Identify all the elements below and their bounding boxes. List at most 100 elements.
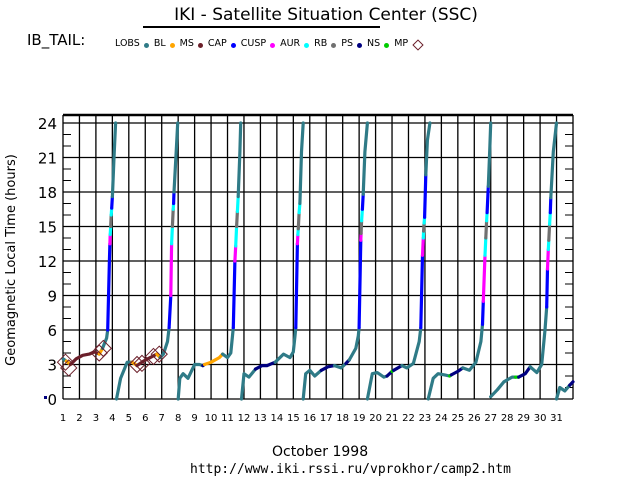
trajectory-segment-rb [359,219,364,235]
x-tick-label: 9 [191,413,197,424]
x-tick-label: 28 [501,413,514,424]
x-tick-label: 27 [484,413,497,424]
legend-label: PS [341,37,354,49]
x-tick-label: 8 [175,413,181,424]
trajectory-segment-lobs [426,372,452,401]
legend-label: RB [314,37,328,49]
trajectory-segment-aur [234,224,239,248]
y-tick-label: 6 [47,322,57,340]
x-tick-label: 25 [451,413,464,424]
trajectory-segment-cap [480,299,485,326]
trajectory-segment-cap [485,184,490,215]
legend: LOBS BL MS CAP CUSP AUR RB PS NS MP [115,37,427,51]
x-tick-label: 15 [287,413,300,424]
trajectory-segment-cap [357,238,363,330]
trajectory-segment-ps [568,380,575,387]
x-tick-label: 24 [435,413,448,424]
legend-dot-icon [384,43,390,48]
trajectory-segment-lobs [110,121,118,199]
trajectory-segment-cusp [545,247,550,271]
trajectory-segment-lobs [347,326,361,362]
x-tick-label: 31 [550,413,563,424]
trajectory-segment-lobs [301,368,323,401]
trajectory-segment-lobs [158,326,171,360]
x-tick-label: 11 [221,413,234,424]
x-tick-label: 22 [402,413,415,424]
legend-dot-icon [357,43,363,48]
mp-crossing-marker [128,355,146,374]
trajectory-segment-cap [294,242,299,330]
x-tick-label: 21 [386,413,399,424]
y-tick-label: 21 [38,150,57,168]
x-tick-label: 14 [271,413,284,424]
trajectory-segment-cap [360,192,365,211]
trajectory-segment-lobs [114,360,134,401]
legend-item-bl: BL [154,38,175,49]
source-url[interactable]: http://www.iki.rssi.ru/vprokhor/camp2.ht… [190,462,511,477]
trajectory-segment-lobs [361,121,369,196]
trajectory-segment-lobs [100,328,110,350]
trajectory-segment-cap [231,259,237,330]
trajectory-segment-cusp [481,253,487,303]
trajectory-segment-rb [170,207,175,229]
trajectory-segment-cusp [420,236,425,257]
trajectory-segment-rb [296,211,301,231]
satellite-label: IB_TAIL: [27,31,86,49]
legend-dot-icon [169,43,175,48]
y-tick-label: 0 [47,391,57,409]
legend-dot-icon [331,43,337,48]
trajectory-segment-lobs [424,121,432,177]
x-tick-label: 1 [60,413,66,424]
legend-item-ms: MS [180,38,203,49]
trajectory-segment-cap [545,267,550,309]
trajectory-segment-lobs [239,367,258,401]
trajectory-segment-lobs [554,383,572,401]
y-tick-label: 12 [38,253,57,271]
trajectory-segment-lobs [273,326,298,364]
legend-label: AUR [280,37,301,49]
trajectory-segment-lobs [176,362,205,401]
legend-label: MS [179,37,194,49]
legend-label: CUSP [240,37,267,49]
trajectory-segment-rb [547,222,552,242]
trajectory-segment-ps [449,366,465,377]
x-tick-label: 16 [303,413,316,424]
legend-dot-icon [143,43,149,48]
trajectory-segment-cap [419,253,425,330]
x-tick-label: 18 [336,413,349,424]
mp-crossing-marker [60,359,78,377]
legend-label: CAP [207,37,227,49]
legend-dot-icon [304,43,310,48]
mp-crossing-marker [133,354,151,373]
y-tick-label: 3 [47,357,57,375]
x-tick-label: 5 [126,413,132,424]
y-tick-label: 18 [38,184,57,202]
legend-dot-icon [230,43,236,48]
x-tick-label: 12 [238,413,251,424]
x-tick-label: 10 [205,413,218,424]
x-tick-label: 23 [419,413,432,424]
title-underline [143,26,380,28]
legend-item-mp: MP [394,37,424,51]
trajectory-segment-lobs [528,305,549,375]
trajectory-segment-lobs [236,121,243,199]
legend-label: BL [153,37,166,49]
trajectory-segment-cap [106,242,112,332]
legend-item-lobs: LOBS [115,38,149,49]
x-tick-label: 29 [517,413,530,424]
legend-dot-icon [197,43,203,48]
page-title: IKI - Satellite Situation Center (SSC) [174,5,478,25]
x-tick-label: 17 [320,413,333,424]
trajectory-segment-lobs [221,326,235,360]
trajectory-segment-aur [235,195,240,214]
y-tick-label: 9 [47,288,57,306]
trajectory-segment-cap [548,196,553,215]
trajectory-segment-cap [110,195,115,210]
x-tick-label: 19 [353,413,366,424]
x-tick-label: 4 [109,413,115,424]
legend-item-cusp: CUSP [240,37,276,49]
legend-item-ps: PS [341,37,363,49]
x-tick-label: 26 [468,413,481,424]
